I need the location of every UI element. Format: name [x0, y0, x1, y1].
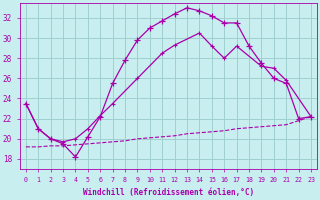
X-axis label: Windchill (Refroidissement éolien,°C): Windchill (Refroidissement éolien,°C): [83, 188, 254, 197]
